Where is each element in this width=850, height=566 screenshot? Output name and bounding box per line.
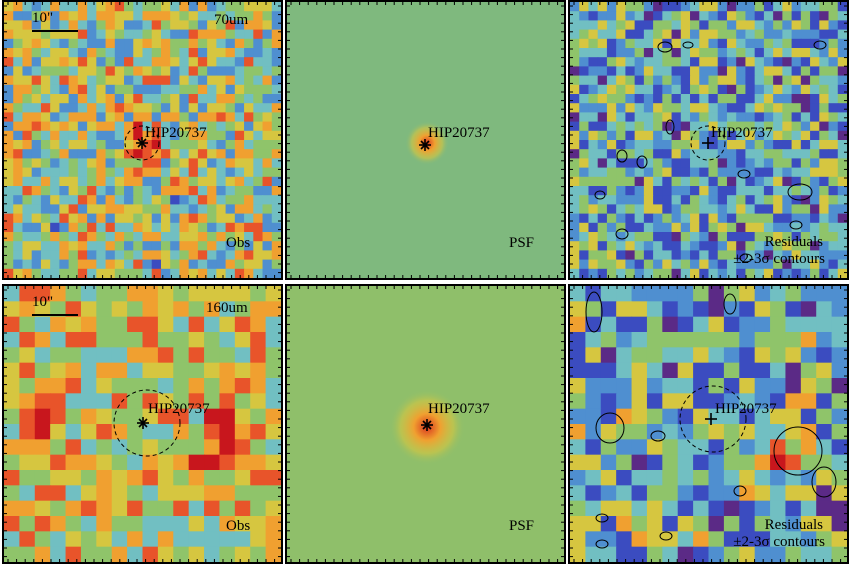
band-label: 70um [214, 12, 249, 28]
source-position-star-icon [421, 419, 433, 431]
aperture-circle [124, 125, 160, 161]
axis-ticks [4, 286, 281, 562]
axis-ticks [287, 2, 564, 278]
source-label: HIP20737 [148, 401, 210, 417]
source-label: HIP20737 [715, 401, 777, 417]
residuals-label: Residuals [764, 517, 823, 533]
source-label: HIP20737 [711, 125, 773, 141]
aperture-circle [113, 389, 181, 457]
obs-label: Obs [226, 518, 251, 534]
residual-70um-panel: HIP20737 Residuals ±2-3σ contours [568, 0, 849, 280]
psf-label: PSF [509, 518, 535, 534]
source-label: HIP20737 [428, 125, 490, 141]
aperture-circle [679, 385, 747, 453]
axis-ticks [570, 2, 847, 278]
source-position-plus-icon [702, 137, 714, 149]
source-position-star-icon [419, 139, 431, 151]
psf-160um-panel: HIP20737 PSF [285, 284, 566, 564]
pixel-grid [570, 2, 847, 278]
psf-70um-panel: HIP20737 PSF [285, 0, 566, 280]
residual-70um-image [570, 2, 847, 278]
source-marker-overlay [4, 286, 281, 562]
obs-160um-panel: 10" 160um HIP20737 Obs [2, 284, 283, 564]
significance-contours [585, 291, 837, 549]
scale-bar-label: 10" [32, 10, 54, 26]
residual-160um-image [570, 286, 847, 562]
psf-label: PSF [509, 235, 535, 251]
source-marker-overlay [287, 2, 564, 278]
obs-160um-image [4, 286, 281, 562]
source-position-plus-icon [705, 413, 717, 425]
significance-contours [594, 40, 827, 263]
axis-ticks [287, 286, 564, 562]
scale-bar [32, 30, 78, 32]
source-position-star-icon [136, 137, 148, 149]
contours-label: ±2-3σ contours [733, 534, 825, 550]
pixel-grid [570, 286, 847, 562]
obs-70um-panel: 10" 70um HIP20737 Obs [2, 0, 283, 280]
aperture-circle [690, 125, 726, 161]
source-marker-overlay [287, 286, 564, 562]
obs-70um-image [4, 2, 281, 278]
source-position-star-icon [137, 417, 149, 429]
band-label: 160um [206, 300, 248, 316]
axis-ticks [4, 2, 281, 278]
residuals-label: Residuals [764, 234, 823, 250]
source-marker-overlay [570, 286, 847, 562]
residual-160um-panel: HIP20737 Residuals ±2-3σ contours [568, 284, 849, 564]
pixel-grid [4, 2, 281, 278]
obs-label: Obs [226, 235, 251, 251]
contours-label: ±2-3σ contours [733, 251, 825, 267]
source-marker-overlay [570, 2, 847, 278]
axis-ticks [570, 286, 847, 562]
source-label: HIP20737 [428, 401, 490, 417]
pixel-grid [4, 286, 281, 562]
scale-bar [32, 314, 78, 316]
scale-bar-label: 10" [32, 294, 54, 310]
source-label: HIP20737 [145, 125, 207, 141]
source-marker-overlay [4, 2, 281, 278]
